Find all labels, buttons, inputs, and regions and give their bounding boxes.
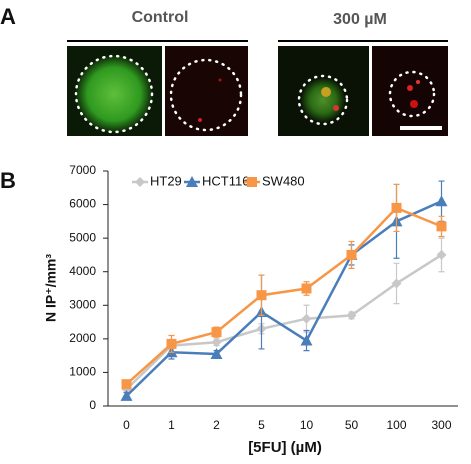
legend-marker	[135, 177, 145, 187]
x-tick-label: 300	[431, 418, 451, 432]
marker	[211, 327, 222, 338]
y-tick-label: 1000	[69, 365, 96, 379]
x-tick-label: 2	[213, 418, 220, 432]
condition-label: 300 µM	[333, 11, 387, 28]
x-tick-label: 1	[168, 418, 175, 432]
marker	[300, 334, 313, 346]
marker	[256, 290, 267, 301]
panel-label: B	[0, 168, 16, 193]
marker	[346, 310, 357, 321]
marker	[435, 195, 448, 207]
marker	[211, 337, 222, 348]
y-tick-label: 7000	[69, 163, 96, 177]
x-tick-label: 100	[386, 418, 406, 432]
condition-label: Control	[132, 9, 189, 26]
marker	[346, 249, 357, 260]
series-line	[125, 253, 443, 391]
series-line	[125, 200, 443, 397]
micrographs	[67, 40, 448, 136]
y-tick-label: 3000	[69, 297, 96, 311]
series-line	[125, 206, 442, 386]
marker	[121, 379, 132, 390]
marker	[391, 278, 402, 289]
x-tick-label: 0	[123, 418, 130, 432]
y-tick-label: 6000	[69, 197, 96, 211]
x-tick-label: 50	[345, 418, 359, 432]
legend-label: SW480	[262, 173, 305, 188]
marker	[301, 283, 312, 294]
marker	[120, 389, 133, 401]
panel-label: A	[0, 4, 16, 29]
y-tick-label: 2000	[69, 331, 96, 345]
legend-marker	[186, 176, 198, 187]
marker	[166, 338, 177, 349]
y-axis-label: N IP⁺/mm³	[43, 254, 59, 322]
legend-marker	[247, 177, 257, 187]
y-tick-label: 4000	[69, 264, 96, 278]
x-tick-label: 5	[258, 418, 265, 432]
marker	[391, 202, 402, 213]
y-tick-label: 0	[89, 398, 96, 412]
x-axis-label: [5FU] (µM)	[248, 439, 322, 456]
marker	[301, 313, 312, 324]
legend-label: HT29	[150, 173, 182, 188]
marker	[436, 221, 447, 232]
marker	[210, 347, 223, 359]
y-tick-label: 5000	[69, 230, 96, 244]
marker	[436, 249, 447, 260]
legend-label: HCT116	[202, 173, 249, 188]
x-tick-label: 10	[300, 418, 314, 432]
